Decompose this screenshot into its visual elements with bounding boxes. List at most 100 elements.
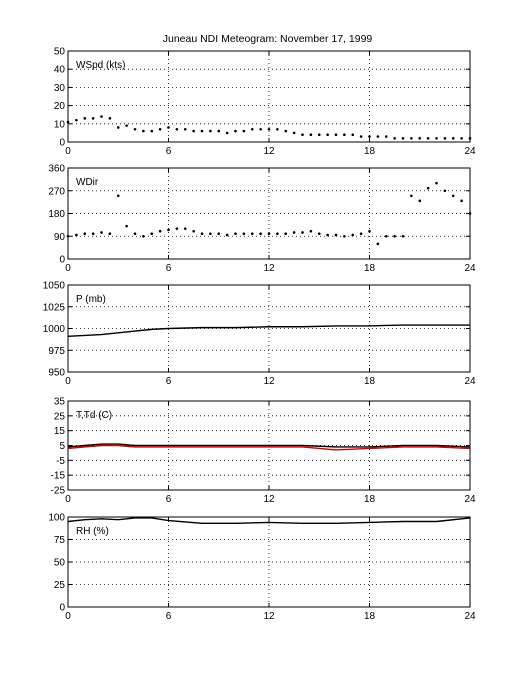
x-tick-label: 0: [65, 494, 71, 505]
x-tick-label: 6: [166, 376, 172, 387]
data-point: [284, 129, 288, 133]
data-point: [418, 199, 422, 203]
data-point: [175, 227, 179, 230]
y-tick-label: 950: [48, 368, 65, 379]
data-point: [133, 232, 137, 236]
data-point: [158, 127, 162, 131]
data-point: [309, 229, 313, 233]
data-point: [426, 186, 430, 190]
data-point: [91, 232, 95, 236]
data-point: [426, 137, 430, 140]
data-point: [368, 229, 371, 233]
data-point: [376, 135, 380, 138]
y-tick-label: 20: [54, 101, 66, 112]
data-point: [150, 129, 154, 133]
data-point: [309, 133, 313, 137]
y-tick-label: 25: [54, 580, 66, 591]
y-tick-label: 40: [54, 65, 66, 76]
data-point: [443, 137, 447, 140]
data-point: [108, 117, 112, 120]
data-point: [343, 234, 346, 238]
data-point: [183, 227, 187, 230]
x-tick-label: 12: [263, 494, 275, 505]
y-tick-label: 35: [54, 397, 66, 408]
data-point: [100, 115, 103, 118]
data-point: [200, 129, 204, 133]
panel-label: WDir: [76, 177, 99, 188]
data-point: [259, 127, 262, 131]
x-tick-label: 6: [166, 494, 172, 505]
x-tick-label: 12: [263, 376, 275, 387]
x-tick-label: 0: [65, 611, 71, 622]
y-tick-label: 1000: [43, 324, 66, 335]
data-point: [234, 129, 237, 133]
data-point: [317, 133, 321, 137]
data-point: [284, 232, 288, 236]
data-point: [250, 127, 254, 131]
data-point: [418, 137, 422, 140]
data-point: [75, 118, 78, 122]
data-point: [91, 117, 95, 120]
data-point: [183, 127, 187, 131]
data-point: [443, 189, 447, 193]
y-tick-label: 0: [59, 603, 65, 614]
y-tick-label: 100: [48, 513, 65, 524]
data-point: [376, 242, 380, 246]
data-point: [217, 129, 221, 133]
data-point: [66, 234, 70, 238]
data-point: [276, 232, 279, 236]
x-tick-label: 12: [263, 611, 275, 622]
data-point: [175, 127, 179, 131]
x-tick-label: 18: [364, 263, 376, 274]
data-point: [451, 137, 455, 140]
y-tick-label: 975: [48, 346, 65, 357]
panel-label: P (mb): [76, 294, 106, 305]
data-point: [359, 232, 363, 236]
data-point: [393, 234, 396, 238]
data-point: [451, 194, 455, 198]
data-point: [301, 231, 304, 234]
y-tick-label: 25: [54, 411, 66, 422]
data-point: [267, 127, 271, 131]
y-tick-label: 1025: [43, 302, 66, 313]
x-tick-label: 18: [364, 494, 376, 505]
x-tick-label: 0: [65, 376, 71, 387]
data-point: [410, 194, 413, 198]
x-tick-label: 18: [364, 376, 376, 387]
data-point: [334, 233, 338, 237]
data-point: [66, 120, 70, 124]
data-point: [125, 224, 128, 228]
data-point: [250, 232, 254, 236]
x-tick-label: 0: [65, 146, 71, 157]
data-point: [108, 232, 112, 236]
y-tick-label: 50: [54, 47, 66, 58]
x-tick-label: 18: [364, 146, 376, 157]
data-point: [384, 135, 388, 138]
data-point: [158, 229, 162, 233]
x-tick-label: 24: [464, 494, 476, 505]
data-point: [401, 137, 405, 140]
data-point: [351, 133, 355, 137]
data-point: [276, 127, 279, 131]
series-line-dewpoint: [67, 444, 471, 451]
x-tick-label: 6: [166, 263, 172, 274]
data-point: [100, 231, 103, 234]
data-point: [460, 199, 463, 203]
data-point: [242, 232, 246, 236]
data-point: [242, 129, 246, 133]
data-point: [359, 135, 363, 138]
panel-label: T,Td (C): [76, 410, 112, 421]
data-point: [209, 232, 212, 236]
data-point: [334, 133, 338, 137]
y-tick-label: 180: [48, 209, 65, 220]
data-point: [83, 117, 87, 120]
y-tick-label: -15: [51, 471, 66, 482]
y-tick-label: 1050: [43, 281, 66, 292]
data-point: [225, 233, 229, 237]
panel-label: RH (%): [76, 526, 109, 537]
panel-label: WSpd (kts): [76, 60, 125, 71]
data-point: [75, 233, 78, 237]
data-point: [326, 233, 329, 237]
data-point: [460, 137, 463, 140]
